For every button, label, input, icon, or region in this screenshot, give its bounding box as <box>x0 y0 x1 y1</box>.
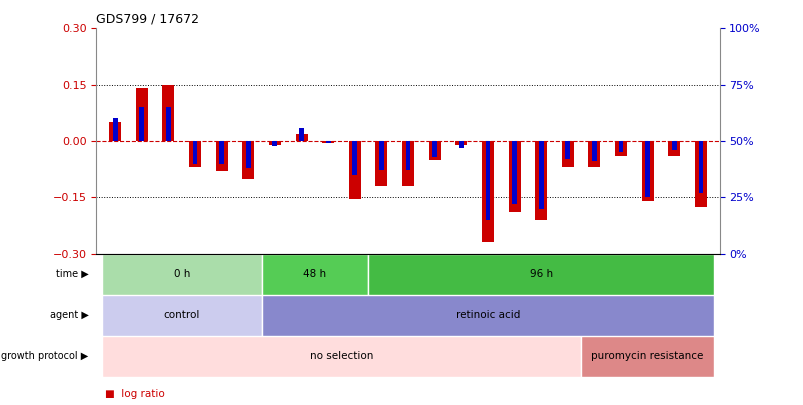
Bar <box>102 336 581 377</box>
Bar <box>296 134 307 141</box>
Bar <box>641 141 653 201</box>
Bar <box>322 141 334 143</box>
Bar <box>219 141 224 164</box>
Bar <box>261 295 713 336</box>
Text: GDS799 / 17672: GDS799 / 17672 <box>96 13 199 26</box>
Bar <box>667 141 679 156</box>
Text: growth protocol ▶: growth protocol ▶ <box>1 351 88 361</box>
Bar <box>165 107 170 141</box>
Bar <box>581 336 713 377</box>
Text: 0 h: 0 h <box>173 269 190 279</box>
Bar <box>512 141 516 204</box>
Text: agent ▶: agent ▶ <box>50 310 88 320</box>
Bar <box>272 141 277 145</box>
Text: no selection: no selection <box>309 351 373 361</box>
Bar <box>671 141 676 150</box>
Bar <box>406 141 410 171</box>
Bar <box>136 88 148 141</box>
Bar <box>402 141 414 186</box>
Bar <box>215 141 227 171</box>
Bar <box>698 141 703 193</box>
Bar <box>561 141 573 167</box>
Text: retinoic acid: retinoic acid <box>455 310 520 320</box>
Bar <box>261 254 368 295</box>
Bar <box>618 141 622 152</box>
Bar <box>375 141 387 186</box>
Bar <box>588 141 600 167</box>
Bar <box>454 141 467 145</box>
Bar <box>162 85 174 141</box>
Bar <box>102 254 261 295</box>
Bar <box>242 141 254 179</box>
Bar <box>139 107 144 141</box>
Bar <box>538 141 543 209</box>
Text: ■  log ratio: ■ log ratio <box>104 389 164 399</box>
Bar <box>459 141 463 148</box>
Text: 48 h: 48 h <box>303 269 326 279</box>
Bar <box>508 141 520 212</box>
Bar <box>349 141 361 199</box>
Bar <box>109 122 121 141</box>
Text: puromycin resistance: puromycin resistance <box>591 351 703 361</box>
Bar <box>193 141 198 164</box>
Bar <box>325 141 330 143</box>
Bar <box>614 141 626 156</box>
Bar <box>565 141 569 159</box>
Bar <box>378 141 383 171</box>
Bar <box>645 141 650 197</box>
Bar <box>112 119 117 141</box>
Bar <box>299 128 304 141</box>
Bar <box>246 141 251 168</box>
Bar <box>591 141 596 161</box>
Text: time ▶: time ▶ <box>55 269 88 279</box>
Bar <box>428 141 440 160</box>
Text: control: control <box>163 310 200 320</box>
Bar <box>694 141 706 207</box>
Bar <box>102 295 261 336</box>
Bar <box>535 141 547 220</box>
Bar <box>368 254 713 295</box>
Bar <box>352 141 357 175</box>
Bar <box>485 141 490 220</box>
Bar <box>268 141 280 145</box>
Bar <box>481 141 493 243</box>
Bar <box>189 141 201 167</box>
Bar <box>432 141 437 157</box>
Text: 96 h: 96 h <box>529 269 552 279</box>
